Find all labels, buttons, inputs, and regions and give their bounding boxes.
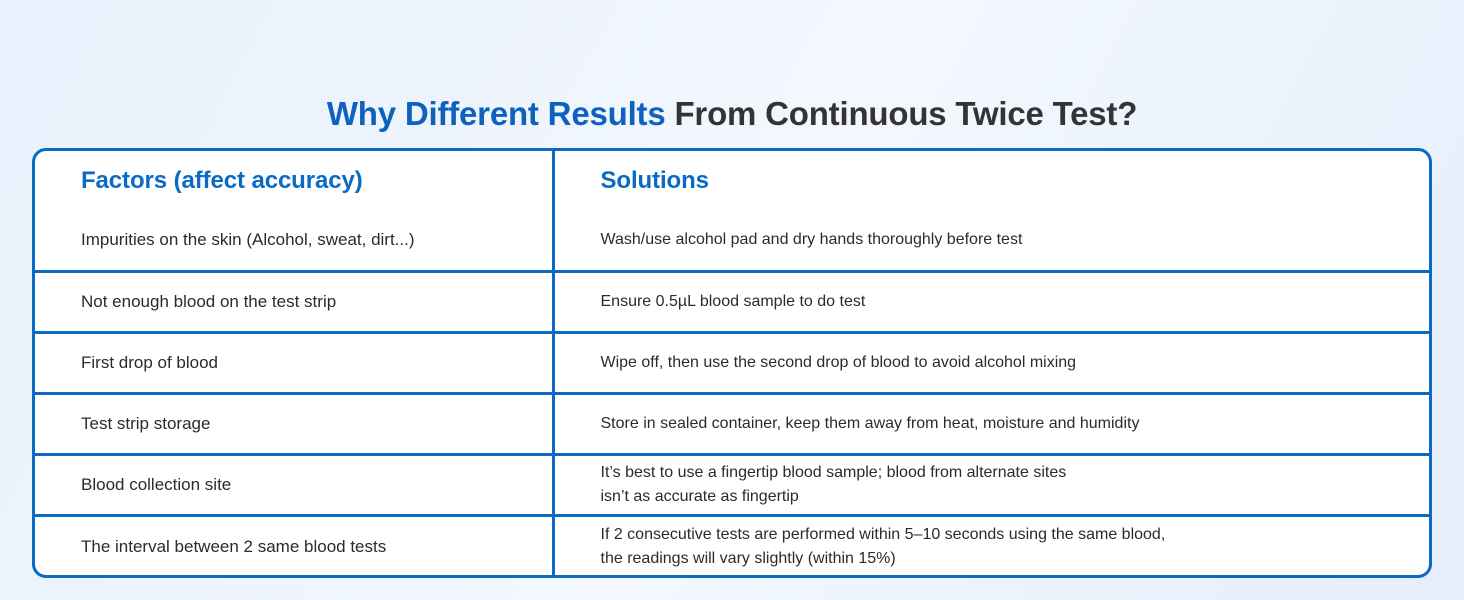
solution-line: It’s best to use a fingertip blood sampl… <box>600 464 1067 481</box>
page-title-highlight: Why Different Results <box>326 95 666 132</box>
solution-line: isn’t as accurate as fingertip <box>600 488 799 505</box>
solution-line: the readings will vary slightly (within … <box>600 549 896 567</box>
factor-cell: First drop of blood <box>35 332 555 395</box>
table-row: Blood collection site It’s best to use a … <box>35 454 1429 517</box>
factor-cell: Test strip storage <box>35 393 555 456</box>
solution-cell: Ensure 0.5µL blood sample to do test <box>553 271 1429 334</box>
solution-line: Ensure 0.5µL blood sample to do test <box>600 293 866 310</box>
factor-cell: Not enough blood on the test strip <box>35 271 555 334</box>
table-row: Test strip storage Store in sealed contai… <box>35 393 1429 456</box>
solution-line: Store in sealed container, keep them awa… <box>600 415 1140 432</box>
factors-solutions-table: Factors (affect accuracy) Solutions Impu… <box>35 151 1429 575</box>
table-body: Impurities on the skin (Alcohol, sweat, … <box>35 210 1429 575</box>
page-title: Why Different Results From Continuous Tw… <box>0 92 1464 136</box>
table-row: Not enough blood on the test strip Ensure… <box>35 271 1429 334</box>
factor-cell: Blood collection site <box>35 454 555 517</box>
solution-cell: It’s best to use a fingertip blood sampl… <box>553 454 1429 517</box>
table-row: The interval between 2 same blood tests I… <box>35 515 1429 575</box>
solution-cell: Store in sealed container, keep them awa… <box>553 393 1429 456</box>
page-title-rest: From Continuous Twice Test? <box>665 95 1138 132</box>
factors-solutions-table-container: Factors (affect accuracy) Solutions Impu… <box>32 148 1432 578</box>
solution-line: Wash/use alcohol pad and dry hands thoro… <box>600 231 1023 249</box>
solution-cell: Wash/use alcohol pad and dry hands thoro… <box>553 210 1429 273</box>
solution-line: Wipe off, then use the second drop of bl… <box>600 354 1077 371</box>
table-header-row: Factors (affect accuracy) Solutions <box>35 151 1429 210</box>
table-row: First drop of blood Wipe off, then use th… <box>35 332 1429 395</box>
column-header-solutions: Solutions <box>600 166 710 194</box>
factor-cell: The interval between 2 same blood tests <box>35 515 555 575</box>
solution-cell: Wipe off, then use the second drop of bl… <box>553 332 1429 395</box>
column-header-factors: Factors (affect accuracy) <box>35 151 555 210</box>
solution-cell: If 2 consecutive tests are performed wit… <box>553 515 1429 575</box>
solution-line: If 2 consecutive tests are performed wit… <box>600 525 1166 543</box>
table-header: Factors (affect accuracy) Solutions <box>35 151 1429 210</box>
factor-cell: Impurities on the skin (Alcohol, sweat, … <box>35 210 555 273</box>
table-row: Impurities on the skin (Alcohol, sweat, … <box>35 210 1429 273</box>
